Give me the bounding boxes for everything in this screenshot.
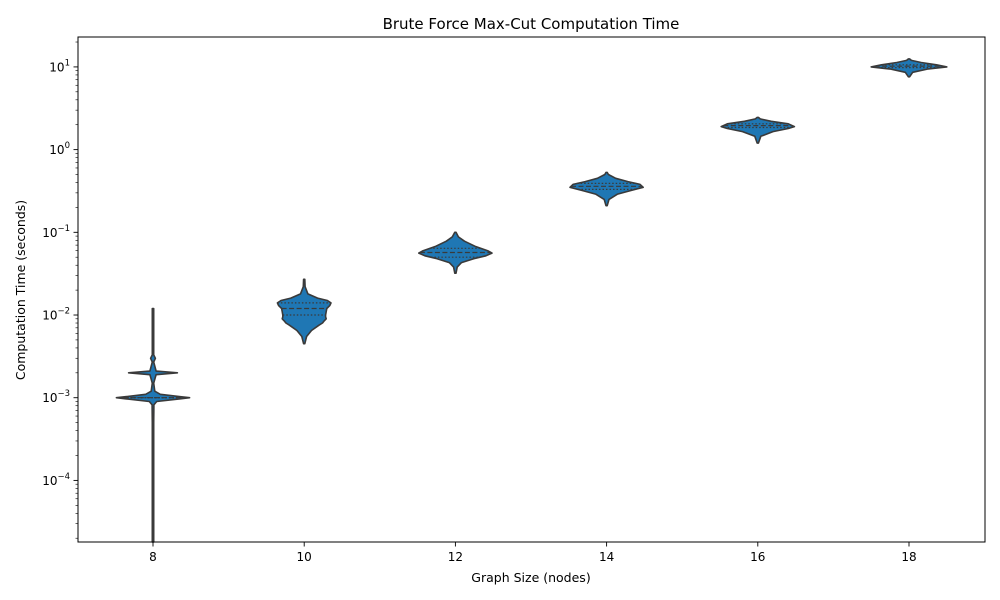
x-tick-label-10: 10 bbox=[297, 550, 312, 564]
violin-14 bbox=[569, 171, 644, 207]
plot-frame bbox=[77, 36, 986, 543]
violin-body-8 bbox=[115, 307, 191, 543]
violin-8 bbox=[115, 307, 191, 543]
violin-16 bbox=[720, 116, 796, 144]
x-tick-label-12: 12 bbox=[448, 550, 463, 564]
violin-10 bbox=[276, 278, 332, 345]
x-tick-label-16: 16 bbox=[750, 550, 765, 564]
violin-body-10 bbox=[276, 278, 332, 345]
x-tick-label-18: 18 bbox=[901, 550, 916, 564]
violin-18 bbox=[870, 58, 948, 78]
violin-body-12 bbox=[418, 231, 493, 274]
chart-title: Brute Force Max-Cut Computation Time bbox=[383, 15, 680, 33]
violin-12 bbox=[418, 231, 493, 274]
violin-body-18 bbox=[870, 58, 948, 78]
x-axis-label: Graph Size (nodes) bbox=[471, 570, 590, 585]
x-tick-label-8: 8 bbox=[149, 550, 157, 564]
violin-series bbox=[115, 58, 948, 543]
x-tick-label-14: 14 bbox=[599, 550, 614, 564]
y-axis-label: Computation Time (seconds) bbox=[13, 200, 28, 380]
violin-body-16 bbox=[720, 116, 796, 144]
x-axis: 8 10 12 14 16 18 bbox=[149, 542, 917, 564]
